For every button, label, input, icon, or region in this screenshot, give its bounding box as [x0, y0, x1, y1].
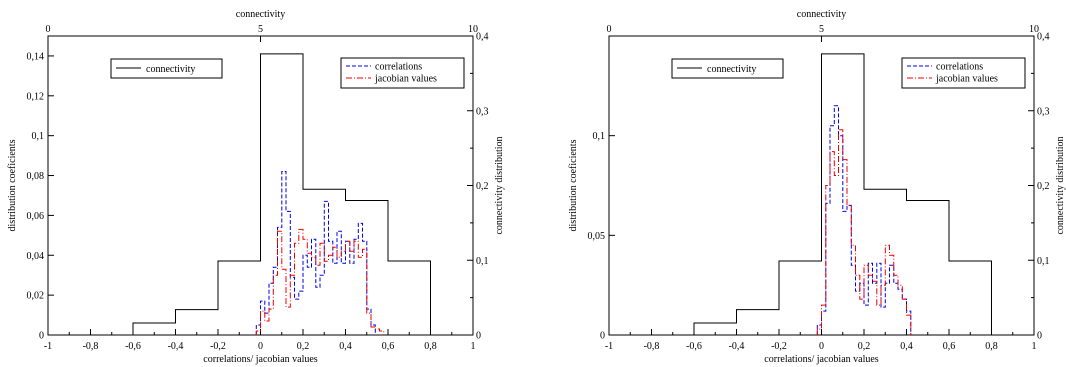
top-tick-label: 10: [1029, 24, 1039, 35]
x-tick-label: -1: [44, 341, 52, 352]
legend-label: connectivity: [707, 64, 756, 75]
right-tick-label: 0,3: [1037, 106, 1050, 117]
top-axis-label: connectivity: [236, 9, 285, 20]
x-tick-label: 0,2: [858, 341, 871, 352]
legend-box: [340, 57, 465, 89]
x-tick-label: 0: [258, 341, 263, 352]
legend-left: connectivity: [110, 58, 223, 79]
x-tick-label: 0: [819, 341, 824, 352]
y-tick-label: 0: [39, 331, 44, 342]
right-tick-label: 0,4: [476, 32, 489, 43]
x-tick-label: -0,2: [771, 341, 787, 352]
x-tick-label: -1: [605, 341, 613, 352]
legend-box: [671, 58, 784, 79]
x-axis-label: correlations/ jacobian values: [203, 354, 318, 365]
series-line-jacobian-values: [255, 228, 385, 335]
right-tick-label: 0,1: [476, 256, 489, 267]
y-tick-label: 0,04: [27, 251, 45, 262]
series-line-correlations: [255, 171, 376, 335]
series-line-jacobian-values: [816, 129, 912, 335]
x-tick-label: 0,6: [943, 341, 956, 352]
chart-panel-1: -1 -0,8 -0,6 -0,4 -0,2 0 0,2 0,4 0,6 0,8 100,020,0…: [7, 9, 505, 365]
y-axis-label: distribution coeficients: [7, 139, 18, 231]
x-tick-label: 0,2: [297, 341, 310, 352]
y-tick-label: 0,1: [593, 131, 606, 142]
x-tick-label: -0,6: [125, 341, 141, 352]
x-tick-label: 0,8: [985, 341, 998, 352]
legend-label: jacobian values: [374, 74, 437, 85]
legend-label: correlations: [936, 62, 983, 73]
top-tick-label: 5: [258, 24, 263, 35]
y-tick-label: 0: [600, 331, 605, 342]
x-tick-label: 1: [471, 341, 476, 352]
y-axis-label: distribution coeficients: [568, 139, 579, 231]
legend-label: correlations: [375, 62, 422, 73]
right-tick-label: 0,3: [476, 106, 489, 117]
legend-box: [901, 57, 1026, 89]
top-tick-label: 5: [819, 24, 824, 35]
x-tick-label: -0,4: [168, 341, 184, 352]
series-line-connectivity: [132, 53, 431, 335]
y-tick-label: 0,08: [27, 171, 45, 182]
x-tick-label: -0,8: [644, 341, 660, 352]
legend-left: connectivity: [671, 58, 784, 79]
top-axis-label: connectivity: [797, 9, 846, 20]
x-tick-label: -0,4: [729, 341, 745, 352]
y-tick-label: 0,06: [27, 211, 45, 222]
y-tick-label: 0,14: [27, 51, 45, 62]
right-tick-label: 0: [476, 331, 481, 342]
x-axis-label: correlations/ jacobian values: [764, 354, 879, 365]
legend-label: jacobian values: [935, 74, 998, 85]
right-tick-label: 0,2: [1037, 181, 1050, 192]
right-tick-label: 0: [1037, 331, 1042, 342]
y-tick-label: 0,02: [27, 291, 45, 302]
series-line-connectivity: [693, 53, 992, 335]
x-tick-label: 0,6: [382, 341, 395, 352]
x-tick-label: 0,8: [424, 341, 437, 352]
x-tick-label: 0,4: [339, 341, 352, 352]
right-tick-label: 0,4: [1037, 32, 1050, 43]
legend-label: connectivity: [146, 64, 195, 75]
right-axis-label: connectivity distribution: [494, 136, 505, 234]
chart-panel-2: -1 -0,8 -0,6 -0,4 -0,2 0 0,2 0,4 0,6 0,8 100,050,1…: [568, 9, 1066, 365]
top-tick-label: 0: [46, 24, 51, 35]
top-tick-label: 0: [607, 24, 612, 35]
right-tick-label: 0,2: [476, 181, 489, 192]
top-tick-label: 10: [468, 24, 478, 35]
x-tick-label: -0,2: [210, 341, 226, 352]
x-tick-label: 0,4: [900, 341, 913, 352]
y-tick-label: 0,12: [27, 91, 45, 102]
legend-box: [110, 58, 223, 79]
x-tick-label: 1: [1032, 341, 1037, 352]
y-tick-label: 0,1: [32, 131, 45, 142]
right-axis-label: connectivity distribution: [1055, 136, 1066, 234]
y-tick-label: 0,05: [588, 231, 606, 242]
x-tick-label: -0,6: [686, 341, 702, 352]
x-tick-label: -0,8: [83, 341, 99, 352]
right-tick-label: 0,1: [1037, 256, 1050, 267]
